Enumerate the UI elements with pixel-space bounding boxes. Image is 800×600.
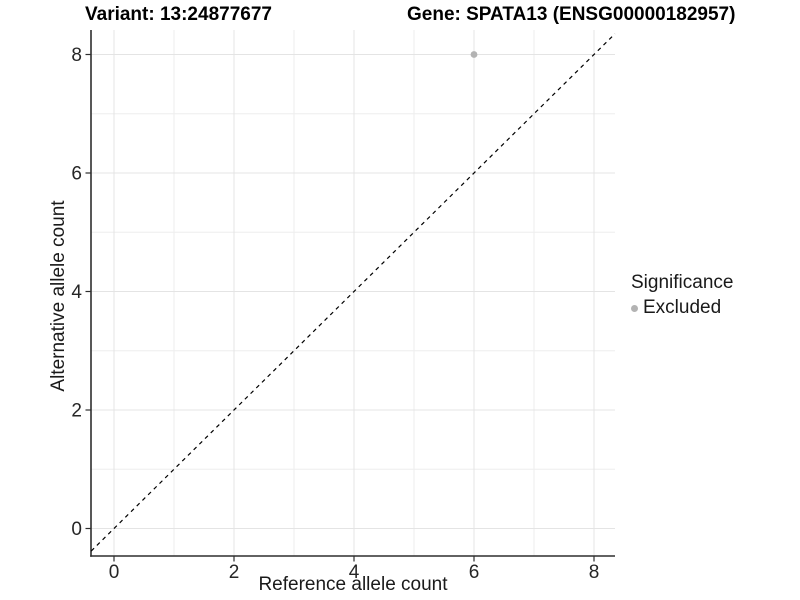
- x-tick-label: 0: [109, 562, 120, 583]
- data-point: [470, 51, 478, 58]
- legend-point-icon: [631, 304, 638, 312]
- y-tick-label: 6: [71, 164, 82, 185]
- y-axis-label: Alternative allele count: [48, 200, 69, 392]
- x-tick-label: 6: [469, 562, 480, 583]
- x-tick-label: 8: [589, 562, 600, 583]
- y-tick-label: 4: [71, 282, 82, 303]
- y-tick-label: 2: [71, 401, 82, 422]
- legend-entry-label: Excluded: [643, 297, 722, 318]
- y-tick-label: 0: [71, 519, 82, 540]
- plot-title-variant: Variant: 13:24877677: [85, 4, 272, 25]
- y-tick-label: 8: [71, 45, 82, 66]
- legend: Significance Excluded: [631, 272, 733, 319]
- plot-title-gene: Gene: SPATA13 (ENSG00000182957): [407, 4, 736, 25]
- legend-title: Significance: [631, 272, 734, 293]
- identity-dashed-line: [90, 33, 616, 552]
- x-axis-label: Reference allele count: [258, 574, 448, 595]
- x-tick-label: 4: [349, 562, 360, 583]
- x-tick-label: 2: [229, 562, 240, 583]
- legend-entry: Excluded: [631, 297, 733, 319]
